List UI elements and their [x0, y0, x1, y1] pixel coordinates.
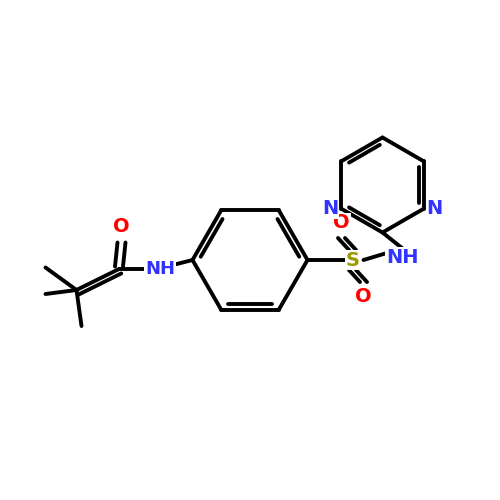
Text: N: N	[426, 200, 443, 218]
Text: O: O	[113, 218, 130, 236]
Text: O: O	[355, 288, 372, 306]
Text: S: S	[346, 250, 360, 270]
Text: NH: NH	[145, 260, 175, 278]
Text: NH: NH	[386, 248, 419, 267]
Text: O: O	[333, 214, 350, 233]
Text: N: N	[322, 200, 338, 218]
